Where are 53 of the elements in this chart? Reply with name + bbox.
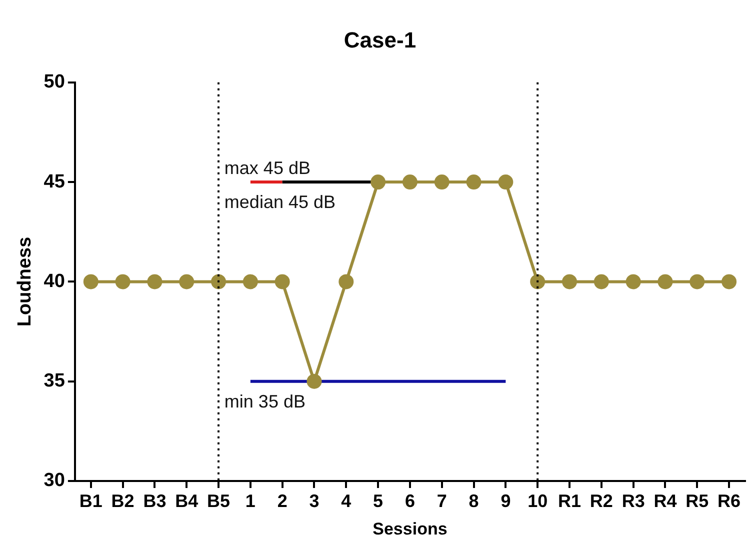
x-tick-label: R3 <box>622 490 645 511</box>
point <box>115 274 130 290</box>
point <box>242 274 258 290</box>
point <box>434 174 450 190</box>
point <box>83 274 98 290</box>
point <box>594 274 609 290</box>
point <box>530 274 546 290</box>
x-tick-label: R2 <box>590 490 613 511</box>
x-tick-label: 7 <box>436 490 447 511</box>
x-tick-label: 4 <box>341 490 352 511</box>
x-tick-label: 3 <box>309 490 320 511</box>
x-tick-label: B5 <box>207 490 230 511</box>
x-tick-label: 10 <box>528 490 548 511</box>
y-axis-title: Loudness <box>14 236 36 327</box>
x-tick-label: 2 <box>277 490 288 511</box>
x-tick-label: B4 <box>175 490 198 511</box>
annotation: max 45 dB <box>224 158 310 178</box>
point <box>722 274 737 290</box>
y-tick-label: 40 <box>44 270 65 292</box>
point <box>306 374 322 389</box>
point <box>626 274 641 290</box>
point <box>179 274 194 290</box>
point <box>370 174 386 190</box>
x-tick-label: B3 <box>143 490 166 511</box>
point <box>658 274 673 290</box>
point <box>147 274 162 290</box>
point <box>402 174 418 190</box>
x-axis-title: Sessions <box>372 519 448 538</box>
y-tick-label: 50 <box>44 72 65 93</box>
y-tick-label: 35 <box>44 370 66 392</box>
x-tick-label: B2 <box>111 490 134 511</box>
x-tick-label: B1 <box>79 490 102 511</box>
x-tick-label: R4 <box>654 490 677 511</box>
point <box>466 174 482 190</box>
annotation: median 45 dB <box>224 192 336 212</box>
x-tick-label: 9 <box>500 490 511 511</box>
y-tick-label: 30 <box>44 470 65 492</box>
point <box>562 274 578 290</box>
x-tick-label: 6 <box>404 490 415 511</box>
point <box>211 274 226 290</box>
x-tick-label: R6 <box>718 490 741 511</box>
x-tick-label: 5 <box>373 490 384 511</box>
x-tick-label: R1 <box>558 490 582 511</box>
chart-title: Case-1 <box>344 27 416 52</box>
x-tick-label: R5 <box>686 490 709 511</box>
point <box>274 274 290 290</box>
point <box>690 274 705 290</box>
x-tick-label: 1 <box>245 490 256 511</box>
y-tick-label: 45 <box>44 171 66 192</box>
annotation: min 35 dB <box>224 391 306 412</box>
point <box>338 274 354 290</box>
x-tick-label: 8 <box>468 490 479 511</box>
point <box>498 174 514 190</box>
